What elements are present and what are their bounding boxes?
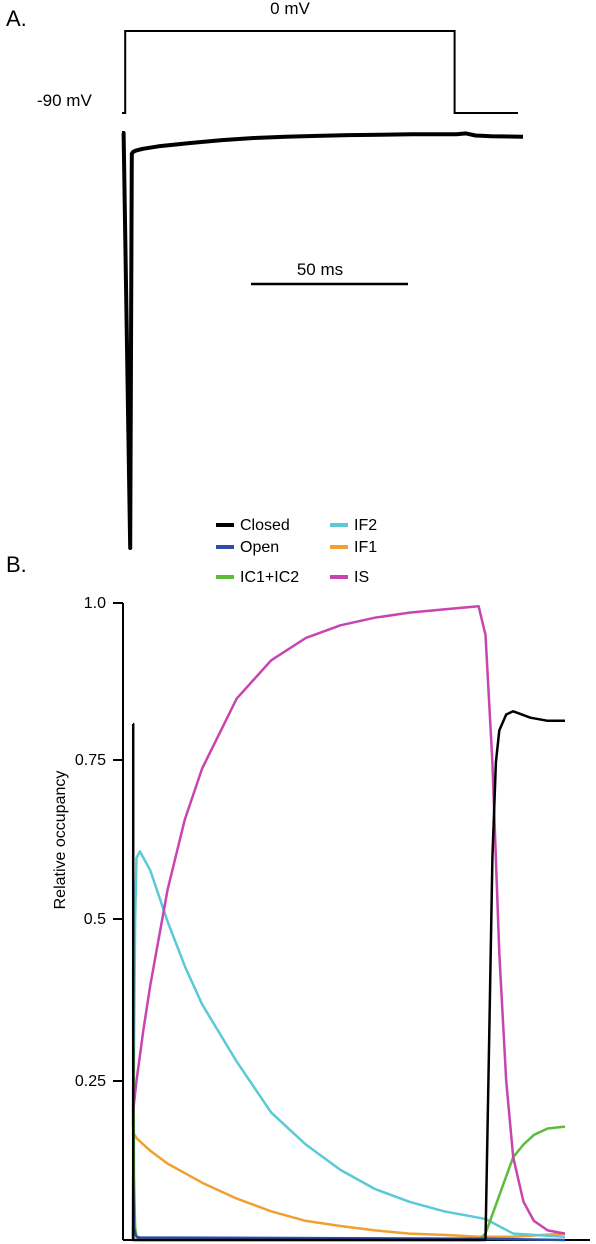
scale-bar-label: 50 ms bbox=[297, 260, 343, 279]
panel-b: Closed Open IC1+IC2 IF2 IF1 IS 0.25 0.5 0.75 1.0… bbox=[52, 517, 590, 1242]
y-ticks: 0.25 0.5 0.75 1.0 bbox=[75, 595, 123, 1090]
y-tick-label: 1.0 bbox=[84, 595, 106, 612]
y-tick-label: 0.5 bbox=[84, 911, 106, 928]
legend-label: IS bbox=[354, 569, 369, 586]
series-is bbox=[131, 604, 566, 1235]
current-trace bbox=[121, 131, 524, 550]
panel-a-label: A. bbox=[6, 6, 27, 31]
series-open bbox=[131, 1175, 566, 1242]
legend-label: IC1+IC2 bbox=[240, 569, 299, 586]
panel-a: 0 mV -90 mV 50 ms bbox=[37, 0, 524, 550]
y-tick-label: 0.25 bbox=[75, 1073, 106, 1090]
y-axis-label: Relative occupancy bbox=[52, 771, 69, 910]
legend-label: IF1 bbox=[354, 539, 377, 556]
panel-b-label: B. bbox=[6, 552, 27, 577]
holding-voltage-label: -90 mV bbox=[37, 91, 92, 110]
series-if1 bbox=[131, 1133, 566, 1239]
series-if2 bbox=[131, 850, 566, 1241]
series-closed bbox=[131, 710, 565, 1242]
voltage-protocol-line bbox=[122, 30, 518, 114]
series-group bbox=[131, 604, 566, 1242]
legend-label: Closed bbox=[240, 517, 290, 534]
step-voltage-label: 0 mV bbox=[270, 0, 310, 18]
legend-label: Open bbox=[240, 539, 279, 556]
legend-label: IF2 bbox=[354, 517, 377, 534]
legend: Closed Open IC1+IC2 IF2 IF1 IS bbox=[216, 517, 377, 586]
y-tick-label: 0.75 bbox=[75, 752, 106, 769]
series-ic1-ic2 bbox=[131, 1041, 566, 1242]
